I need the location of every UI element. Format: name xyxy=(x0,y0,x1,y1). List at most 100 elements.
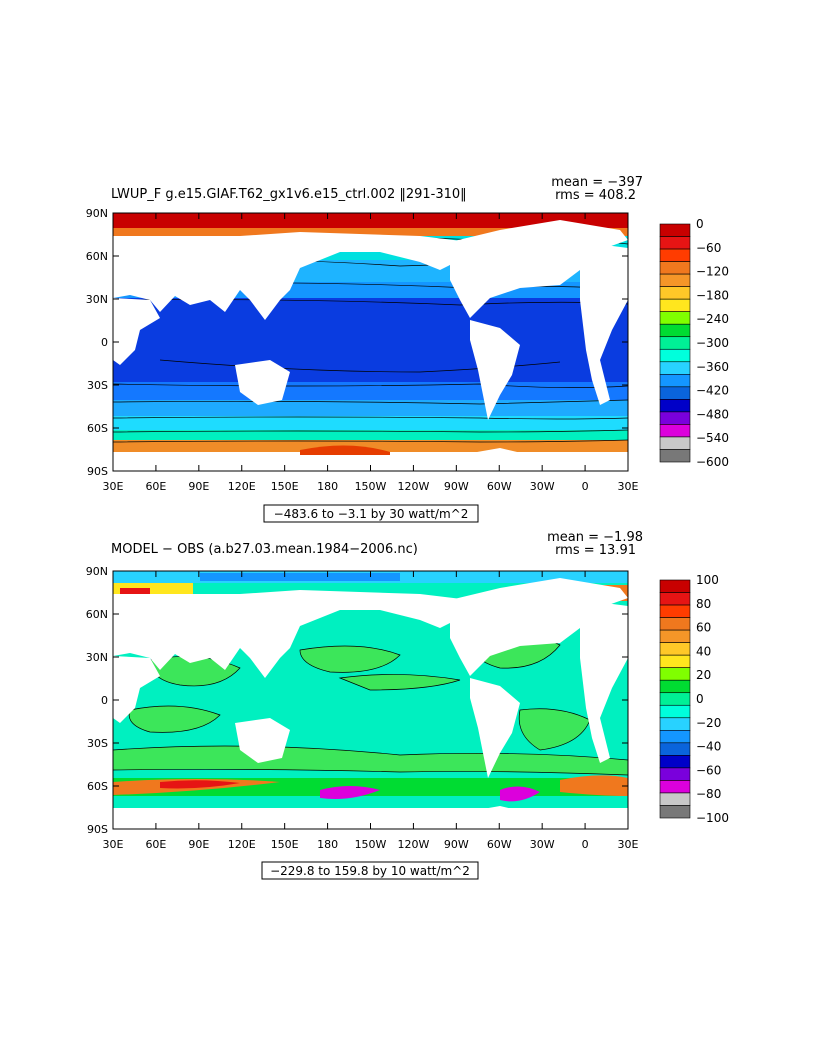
top-colorbar: 0 −60 −120 −180 −240 −300 −360 −420 −480 −540 −600 xyxy=(659,217,729,469)
colorbar-swatch xyxy=(659,386,691,400)
lon-tick-label: 120W xyxy=(397,838,429,851)
bottom-mean: mean = −1.98 xyxy=(547,530,643,545)
colorbar-label: 40 xyxy=(696,644,711,658)
colorbar-swatch xyxy=(659,667,691,681)
colorbar-label: 20 xyxy=(696,668,711,682)
lon-tick-label: 90E xyxy=(188,838,209,851)
colorbar-swatch xyxy=(659,604,691,618)
lon-tick-label: 150W xyxy=(355,480,387,493)
colorbar-swatch xyxy=(659,436,691,450)
top-eurasia xyxy=(113,232,470,320)
lat-tick-label: 90N xyxy=(86,207,108,220)
colorbar-swatch xyxy=(659,805,691,819)
colorbar-label: 100 xyxy=(696,573,719,587)
bottom-lat-labels: 90N 60N 30N 0 30S 60S 90S xyxy=(86,565,108,836)
lat-tick-label: 90N xyxy=(86,565,108,578)
lon-tick-label: 150W xyxy=(355,838,387,851)
colorbar-swatch xyxy=(659,654,691,668)
lon-tick-label: 180 xyxy=(317,838,338,851)
colorbar-swatch xyxy=(659,311,691,325)
lon-tick-label: 0 xyxy=(582,480,589,493)
top-s-midlat-band xyxy=(113,416,628,430)
colorbar-swatch xyxy=(659,704,691,719)
lat-tick-label: 30N xyxy=(86,651,108,664)
colorbar-swatch xyxy=(659,336,691,350)
colorbar-label: −40 xyxy=(696,740,721,754)
bottom-range-box xyxy=(261,861,479,880)
lon-tick-label: 30E xyxy=(618,838,639,851)
top-south-america xyxy=(470,320,520,420)
lon-tick-label: 60W xyxy=(487,838,512,851)
lat-tick-label: 30S xyxy=(87,379,108,392)
lon-tick-label: 30W xyxy=(530,480,555,493)
lon-tick-label: 90W xyxy=(444,480,469,493)
colorbar-swatch xyxy=(659,692,691,706)
bottom-rms: rms = 13.91 xyxy=(555,543,636,558)
colorbar-label: −240 xyxy=(696,312,729,326)
lon-tick-label: 0 xyxy=(582,838,589,851)
lat-tick-label: 60N xyxy=(86,608,108,621)
colorbar-swatch xyxy=(659,424,691,438)
colorbar-label: −80 xyxy=(696,787,721,801)
lat-tick-label: 90S xyxy=(87,823,108,836)
bottom-antarctica xyxy=(113,806,628,828)
lon-tick-label: 150E xyxy=(271,838,299,851)
lon-tick-label: 90E xyxy=(188,480,209,493)
lat-tick-label: 30N xyxy=(86,293,108,306)
colorbar-swatch xyxy=(659,755,691,769)
bottom-map xyxy=(113,571,628,829)
lon-tick-label: 30E xyxy=(103,480,124,493)
bottom-australia xyxy=(235,718,290,763)
bottom-africa xyxy=(113,656,160,723)
top-map xyxy=(113,213,628,471)
bottom-title: MODEL − OBS (a.b27.03.mean.1984−2006.nc) xyxy=(111,542,418,557)
lat-tick-label: 0 xyxy=(101,694,108,707)
colorbar-label: −540 xyxy=(696,431,729,445)
lat-tick-label: 60N xyxy=(86,250,108,263)
colorbar-label: −420 xyxy=(696,384,729,398)
bottom-positive-patches xyxy=(113,633,628,776)
lon-tick-label: 180 xyxy=(317,480,338,493)
colorbar-swatch xyxy=(659,399,691,413)
colorbar-swatch xyxy=(659,679,691,694)
colorbar-swatch xyxy=(659,273,691,287)
colorbar-swatch xyxy=(659,579,691,593)
colorbar-swatch xyxy=(659,236,691,250)
lon-tick-label: 120E xyxy=(228,480,256,493)
bottom-colorbar: 100 80 60 40 20 0 −20 −40 −60 −80 −100 xyxy=(659,573,729,825)
lon-tick-label: 120W xyxy=(397,480,429,493)
colorbar-label: 0 xyxy=(696,692,704,706)
colorbar-swatch xyxy=(659,361,691,375)
top-rms: rms = 408.2 xyxy=(555,188,636,203)
colorbar-swatch xyxy=(659,286,691,300)
lon-tick-label: 60E xyxy=(145,480,166,493)
colorbar-label: −120 xyxy=(696,265,729,279)
lon-tick-label: 150E xyxy=(271,480,299,493)
top-title: LWUP_F g.e15.GIAF.T62_gx1v6.e15_ctrl.002… xyxy=(111,187,467,202)
lon-tick-label: 90W xyxy=(444,838,469,851)
bottom-south-america xyxy=(470,678,520,778)
colorbar-swatch xyxy=(659,223,691,237)
colorbar-label: 80 xyxy=(696,597,711,611)
top-antarctica xyxy=(113,448,628,470)
colorbar-swatch xyxy=(659,411,691,425)
colorbar-label: −180 xyxy=(696,288,729,302)
lat-tick-label: 60S xyxy=(87,422,108,435)
lon-tick-label: 60W xyxy=(487,480,512,493)
colorbar-swatch xyxy=(659,629,691,643)
colorbar-swatch xyxy=(659,717,691,731)
bottom-continents xyxy=(113,578,628,828)
colorbar-swatch xyxy=(659,617,691,631)
lat-tick-label: 90S xyxy=(87,465,108,478)
bottom-eurasia xyxy=(113,590,470,678)
top-panel: LWUP_F g.e15.GIAF.T62_gx1v6.e15_ctrl.002… xyxy=(86,175,729,523)
bottom-lon-labels: 30E 60E 90E 120E 150E 180 150W 120W 90W 60W 30W 0 30… xyxy=(103,838,639,851)
colorbar-swatch xyxy=(659,792,691,806)
colorbar-swatch xyxy=(659,348,691,363)
colorbar-label: −100 xyxy=(696,811,729,825)
colorbar-label: 60 xyxy=(696,621,711,635)
colorbar-swatch xyxy=(659,374,691,388)
colorbar-label: 0 xyxy=(696,217,704,231)
top-range-box xyxy=(263,504,479,523)
colorbar-label: −360 xyxy=(696,360,729,374)
